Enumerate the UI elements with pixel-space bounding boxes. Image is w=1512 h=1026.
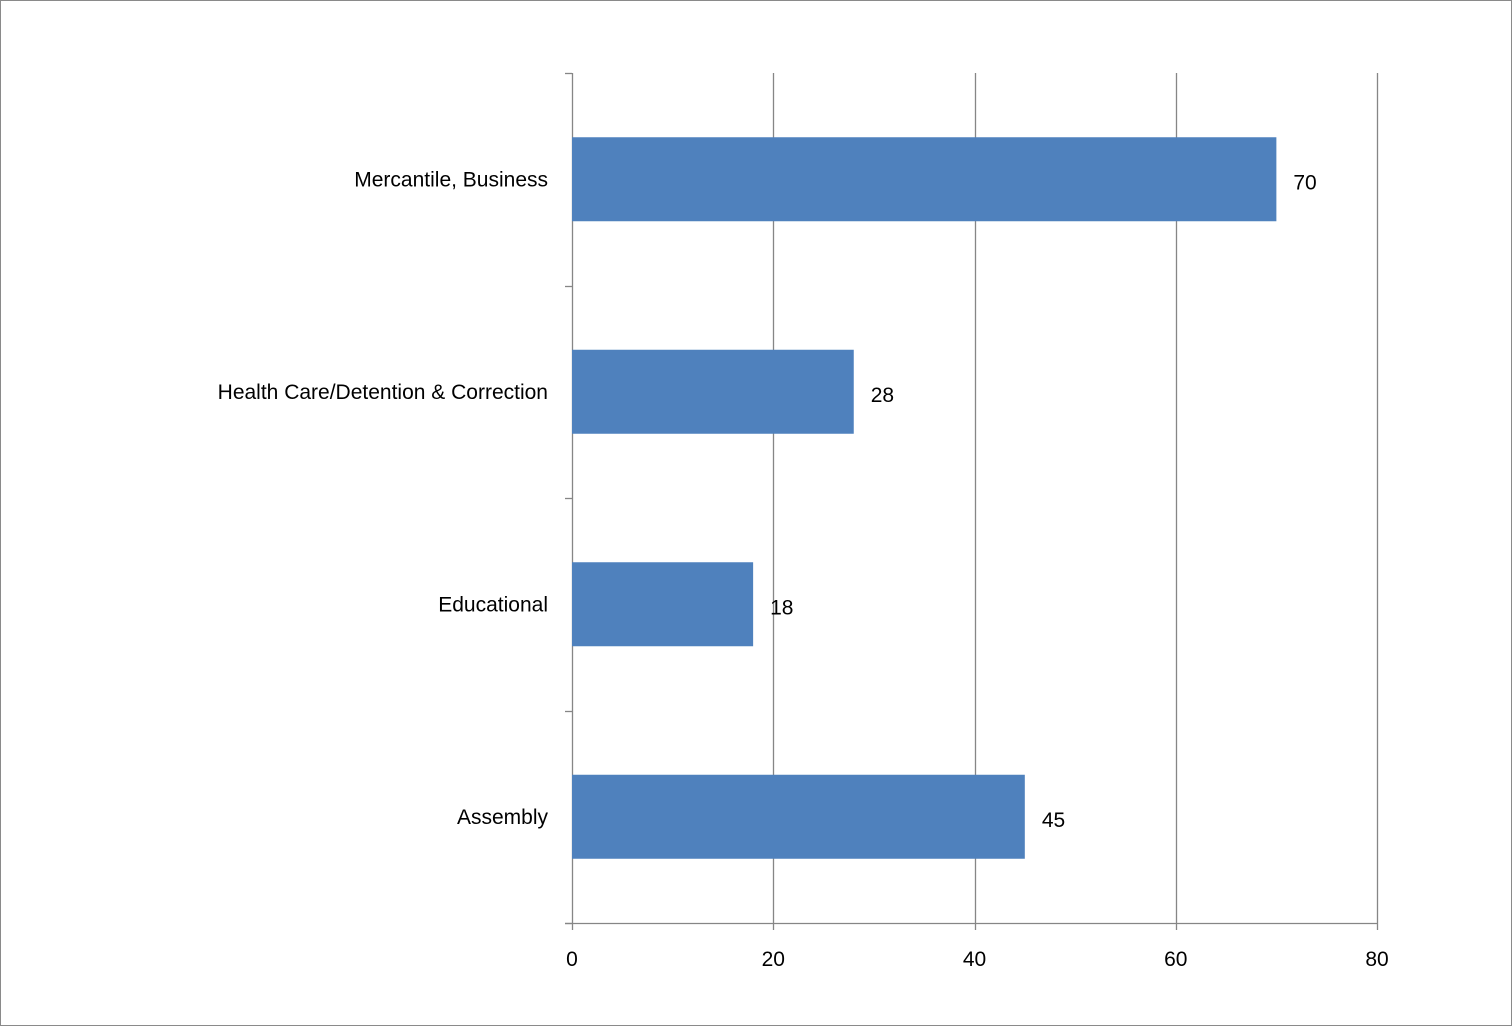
data-label: 28 — [871, 384, 894, 407]
x-tick-label: 20 — [762, 948, 785, 971]
x-tick-label: 40 — [963, 948, 986, 971]
data-label: 45 — [1042, 809, 1065, 832]
x-tick-label: 80 — [1365, 948, 1388, 971]
x-tick-label: 0 — [566, 948, 578, 971]
category-label: Mercantile, Business — [354, 168, 548, 191]
category-label: Assembly — [457, 806, 549, 829]
bar — [572, 562, 754, 647]
x-tick-label: 60 — [1164, 948, 1187, 971]
bar — [572, 137, 1277, 222]
category-label: Educational — [438, 593, 548, 616]
labels: 0 20 40 60 80 Mercantile, Business 70 Health Ca… — [218, 168, 1389, 971]
category-label: Health Care/Detention & Correction — [218, 381, 548, 404]
bars — [572, 137, 1277, 859]
data-label: 70 — [1293, 171, 1316, 194]
bar — [572, 774, 1025, 859]
data-label: 18 — [770, 596, 793, 619]
bar — [572, 349, 854, 434]
